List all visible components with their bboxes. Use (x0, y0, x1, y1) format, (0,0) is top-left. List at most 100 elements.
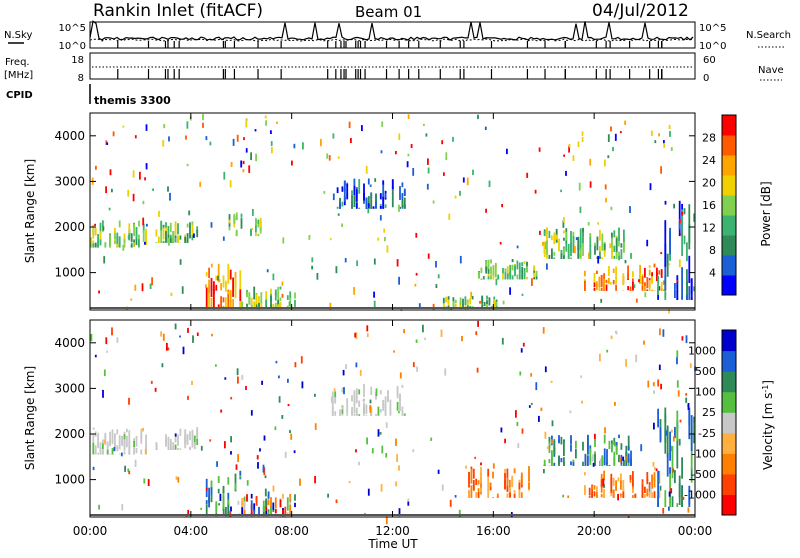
colorbar-tick-label: 100 (695, 386, 716, 399)
power-ylabel: Slant Range [km] (23, 159, 37, 263)
heatmap-cell (608, 266, 610, 276)
heatmap-cell (660, 166, 662, 174)
heatmap-cell (570, 258, 572, 259)
heatmap-cell (247, 480, 249, 486)
heatmap-cell (594, 491, 596, 496)
heatmap-cell (570, 231, 572, 246)
heatmap-cell (398, 465, 400, 470)
heatmap-cell (553, 463, 555, 466)
y-tick-label: 2000 (54, 427, 85, 441)
heatmap-cell (519, 491, 521, 498)
heatmap-cell (372, 448, 374, 453)
heatmap-cell (533, 273, 535, 277)
heatmap-cell (131, 244, 133, 247)
heatmap-cell (632, 489, 634, 493)
heatmap-cell (109, 234, 111, 247)
heatmap-cell (382, 180, 384, 184)
heatmap-cell (460, 297, 462, 304)
heatmap-cell (342, 202, 344, 207)
heatmap-cell (237, 377, 239, 384)
heatmap-cell (570, 461, 572, 465)
x-tick-label: 00:00 (73, 524, 108, 538)
heatmap-cell (192, 335, 194, 343)
heatmap-cell (95, 166, 97, 170)
xaxis-title: Time UT (367, 537, 418, 551)
heatmap-cell (232, 278, 234, 297)
heatmap-cell (620, 480, 622, 490)
heatmap-cell (651, 492, 653, 498)
heatmap-cell (521, 276, 523, 280)
heatmap-cell (331, 397, 333, 403)
heatmap-cell (246, 494, 248, 501)
heatmap-cell (567, 496, 569, 499)
heatmap-cell (180, 236, 182, 240)
heatmap-cell (592, 454, 594, 461)
heatmap-cell (475, 331, 477, 335)
heatmap-cell (610, 474, 612, 486)
heatmap-cell (654, 472, 656, 487)
heatmap-cell (131, 233, 133, 242)
heatmap-cell (580, 375, 582, 378)
heatmap-cell (563, 238, 565, 241)
heatmap-cell (289, 302, 291, 306)
heatmap-cell (337, 207, 339, 209)
colorbar-swatch (722, 235, 736, 256)
heatmap-cell (95, 355, 97, 358)
heatmap-cell (558, 239, 560, 248)
heatmap-cell (109, 441, 111, 446)
heatmap-cell (663, 329, 665, 337)
heatmap-cell (467, 178, 469, 186)
heatmap-cell (135, 135, 137, 138)
heatmap-cell (644, 282, 646, 286)
heatmap-cell (605, 184, 607, 189)
heatmap-cell (375, 396, 377, 400)
colorbar-swatch (722, 135, 736, 156)
heatmap-cell (578, 141, 580, 147)
heatmap-cell (517, 261, 519, 270)
heatmap-cell (175, 434, 177, 437)
heatmap-cell (570, 435, 572, 444)
heatmap-cell (570, 410, 572, 413)
heatmap-cell (165, 222, 167, 228)
heatmap-cell (551, 455, 553, 466)
heatmap-cell (591, 494, 593, 498)
heatmap-cell (679, 201, 681, 236)
heatmap-cell (427, 158, 429, 165)
x-tick-label: 16:00 (476, 524, 511, 538)
heatmap-cell (488, 260, 490, 270)
heatmap-cell (215, 504, 217, 511)
heatmap-cell (230, 180, 232, 187)
heatmap-cell (530, 373, 532, 377)
freq-label-line1: Freq. (5, 57, 30, 68)
heatmap-cell (621, 465, 623, 466)
heatmap-cell (526, 267, 528, 273)
heatmap-cell (378, 407, 380, 416)
heatmap-cell (681, 212, 683, 216)
heatmap-cell (395, 151, 397, 154)
heatmap-cell (428, 168, 430, 174)
heatmap-cell (448, 296, 450, 299)
heatmap-cell (552, 420, 554, 426)
noise-sky-trace (90, 21, 693, 40)
colorbar-tick-label: -500 (691, 468, 716, 481)
heatmap-cell (253, 287, 255, 300)
heatmap-cell (573, 155, 575, 161)
heatmap-cell (611, 444, 613, 453)
heatmap-cell (146, 224, 148, 227)
heatmap-cell (184, 435, 186, 444)
heatmap-cell (623, 230, 625, 242)
heatmap-cell (478, 480, 480, 484)
heatmap-cell (368, 179, 370, 185)
heatmap-cell (142, 283, 144, 291)
heatmap-cell (224, 441, 226, 448)
heatmap-cell (668, 507, 670, 511)
heatmap-cell (248, 165, 250, 173)
heatmap-cell (339, 409, 341, 415)
y-tick-label: 1000 (54, 473, 85, 487)
heatmap-cell (255, 129, 257, 131)
heatmap-cell (682, 336, 684, 340)
heatmap-cell (294, 503, 296, 507)
heatmap-cell (156, 442, 158, 450)
heatmap-cell (100, 239, 102, 245)
heatmap-cell (585, 455, 587, 465)
